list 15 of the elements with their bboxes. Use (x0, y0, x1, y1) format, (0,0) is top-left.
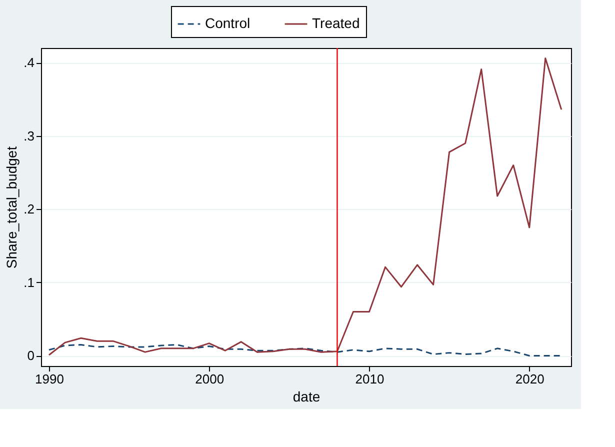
line-series (48, 58, 562, 356)
legend-label: Control (205, 15, 250, 31)
x-tick-label: 2000 (195, 372, 224, 386)
y-tick-label: .4 (24, 55, 34, 70)
y-tick-label: .2 (24, 202, 34, 217)
x-tick-label: 1990 (35, 372, 64, 386)
y-axis-title: Share_total_budget (4, 146, 20, 269)
legend-label: Treated (312, 15, 360, 31)
x-tick-label: 2020 (515, 372, 544, 386)
x-tick-label: 2010 (355, 372, 384, 386)
x-axis-title: date (292, 388, 320, 404)
y-tick-label: .1 (24, 274, 34, 290)
line-series (48, 344, 562, 356)
y-tick-label: .3 (24, 128, 34, 144)
y-tick-label: 0 (27, 348, 34, 364)
